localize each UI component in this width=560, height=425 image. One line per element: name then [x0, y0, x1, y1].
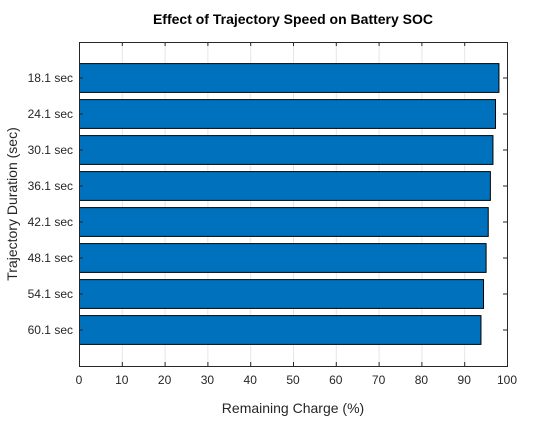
bar — [79, 207, 489, 237]
bar — [79, 63, 500, 93]
x-tick-labels: 0 10 20 30 40 50 60 70 80 90 100 — [76, 373, 518, 387]
bar — [79, 243, 487, 273]
x-axis-label: Remaining Charge (%) — [222, 400, 364, 416]
bar — [79, 99, 497, 129]
bars — [79, 63, 500, 345]
bar — [79, 135, 494, 165]
x-tick-label: 40 — [244, 373, 258, 387]
grid — [121, 42, 466, 366]
x-tick-label: 60 — [329, 373, 343, 387]
bar — [79, 315, 482, 345]
x-tick-label: 80 — [415, 373, 429, 387]
y-tick-label: 48.1 sec — [28, 251, 73, 265]
x-tick-label: 10 — [115, 373, 129, 387]
y-tick-labels: 18.1 sec 24.1 sec 30.1 sec 36.1 sec 42.1 sec… — [28, 71, 73, 337]
bar — [79, 171, 491, 201]
chart-title: Effect of Trajectory Speed on Battery SO… — [153, 11, 433, 27]
y-tick-label: 36.1 sec — [28, 179, 73, 193]
x-tick-label: 100 — [497, 373, 517, 387]
x-tick-label: 50 — [286, 373, 300, 387]
y-tick-label: 54.1 sec — [28, 287, 73, 301]
y-axis-label: Trajectory Duration (sec) — [4, 127, 20, 281]
x-tick-label: 0 — [76, 373, 83, 387]
bar — [79, 279, 485, 309]
y-tick-label: 60.1 sec — [28, 323, 73, 337]
x-tick-label: 70 — [372, 373, 386, 387]
y-tick-label: 18.1 sec — [28, 71, 73, 85]
y-tick-label: 24.1 sec — [28, 107, 73, 121]
y-tick-label: 30.1 sec — [28, 143, 73, 157]
y-tick-label: 42.1 sec — [28, 215, 73, 229]
x-tick-label: 90 — [458, 373, 472, 387]
x-tick-label: 30 — [201, 373, 215, 387]
x-tick-label: 20 — [158, 373, 172, 387]
tick-marks — [79, 42, 508, 366]
